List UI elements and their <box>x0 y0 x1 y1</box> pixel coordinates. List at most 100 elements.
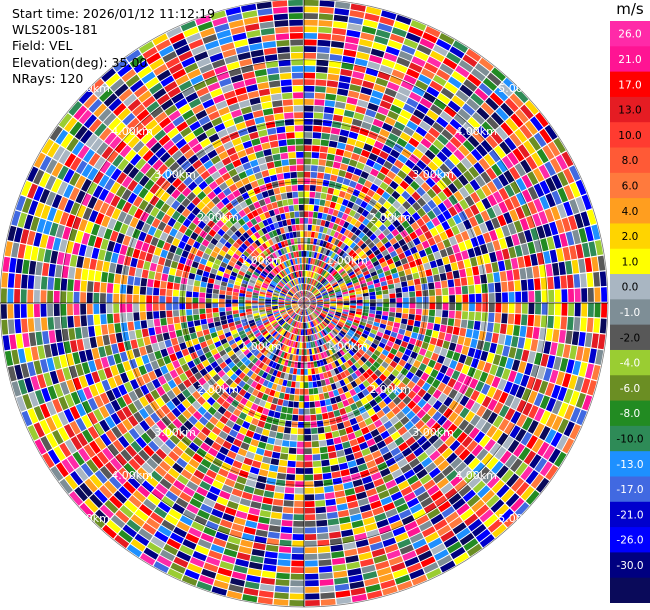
velocity-gate <box>322 293 329 297</box>
velocity-gate <box>273 259 279 266</box>
velocity-gate <box>504 454 518 468</box>
velocity-gate <box>256 266 263 272</box>
velocity-gate <box>312 327 316 334</box>
velocity-gate <box>175 350 184 360</box>
velocity-gate <box>451 370 461 380</box>
velocity-gate <box>0 288 7 303</box>
velocity-gate <box>315 266 320 273</box>
velocity-gate <box>215 275 223 281</box>
velocity-gate <box>312 218 317 225</box>
velocity-gate <box>245 305 252 310</box>
velocity-gate <box>57 165 69 180</box>
velocity-gate <box>327 333 333 340</box>
velocity-gate <box>53 290 60 303</box>
velocity-gate <box>391 190 401 200</box>
velocity-gate <box>209 273 216 280</box>
velocity-gate <box>418 171 430 182</box>
velocity-gate <box>144 362 154 373</box>
velocity-gate <box>383 52 398 63</box>
velocity-gate <box>251 242 259 249</box>
velocity-gate <box>468 518 483 532</box>
velocity-gate <box>276 316 282 321</box>
velocity-gate <box>196 249 204 258</box>
velocity-gate <box>499 271 507 282</box>
velocity-gate <box>407 380 416 390</box>
velocity-gate <box>304 375 309 382</box>
velocity-gate <box>449 295 456 303</box>
velocity-gate <box>87 234 97 247</box>
velocity-gate <box>322 358 328 365</box>
velocity-gate <box>348 271 355 277</box>
velocity-gate <box>319 331 324 338</box>
velocity-gate <box>27 318 35 332</box>
velocity-gate <box>230 577 245 587</box>
velocity-gate <box>482 253 491 264</box>
velocity-gate <box>389 307 396 313</box>
velocity-gate <box>299 303 304 307</box>
velocity-gate <box>198 244 207 252</box>
velocity-gate <box>69 491 83 506</box>
velocity-gate <box>155 147 167 159</box>
velocity-gate <box>416 296 423 303</box>
velocity-gate <box>463 258 472 268</box>
velocity-gate <box>326 511 338 519</box>
velocity-gate <box>315 309 321 313</box>
velocity-gate <box>244 415 253 423</box>
velocity-gate <box>367 284 375 289</box>
velocity-gate <box>250 501 262 509</box>
velocity-gate <box>306 291 309 297</box>
velocity-gate <box>306 244 310 251</box>
velocity-gate <box>498 82 513 97</box>
velocity-gate <box>370 124 381 134</box>
velocity-gate <box>244 327 251 333</box>
velocity-gate <box>304 198 310 204</box>
velocity-gate <box>458 484 472 497</box>
velocity-gate <box>429 450 441 461</box>
velocity-gate <box>486 207 497 219</box>
velocity-gate <box>304 309 306 316</box>
velocity-gate <box>276 566 291 573</box>
velocity-gate <box>115 510 130 524</box>
velocity-gate <box>411 404 422 415</box>
velocity-gate <box>197 386 206 396</box>
velocity-gate <box>552 329 560 343</box>
velocity-gate <box>237 326 244 333</box>
velocity-gate <box>384 253 392 261</box>
velocity-gate <box>358 250 365 258</box>
velocity-gate <box>480 321 488 332</box>
velocity-gate <box>349 438 359 447</box>
velocity-gate <box>442 238 452 248</box>
velocity-gate <box>149 400 160 412</box>
velocity-gate <box>304 92 315 99</box>
velocity-gate <box>245 351 253 359</box>
velocity-gate <box>393 452 405 463</box>
velocity-gate <box>369 306 376 311</box>
velocity-gate <box>70 202 81 216</box>
velocity-gate <box>45 159 58 174</box>
velocity-gate <box>226 590 243 600</box>
velocity-gate <box>330 544 344 552</box>
velocity-gate <box>113 303 120 313</box>
velocity-gate <box>355 341 363 348</box>
velocity-gate <box>28 391 39 407</box>
velocity-gate <box>258 263 265 270</box>
velocity-gate <box>320 453 329 460</box>
velocity-gate <box>192 492 205 503</box>
velocity-gate <box>473 320 481 331</box>
velocity-gate <box>551 190 562 205</box>
velocity-gate <box>235 510 248 520</box>
velocity-gate <box>321 291 328 295</box>
velocity-gate <box>350 3 366 12</box>
velocity-gate <box>245 300 252 303</box>
velocity-gate <box>350 380 358 388</box>
velocity-gate <box>336 308 343 311</box>
velocity-gate <box>272 308 279 312</box>
velocity-gate <box>119 351 129 362</box>
velocity-gate <box>239 498 251 507</box>
velocity-gate <box>291 304 298 307</box>
velocity-gate <box>316 340 321 347</box>
velocity-gate <box>186 291 193 298</box>
velocity-gate <box>314 310 320 315</box>
velocity-gate <box>118 467 132 480</box>
velocity-gate <box>425 445 437 456</box>
